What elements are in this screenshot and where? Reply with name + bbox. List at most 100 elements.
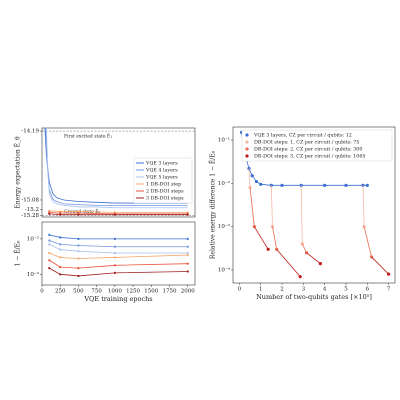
y-tick-label: 10⁻³: [27, 271, 39, 278]
data-point: [48, 209, 51, 212]
branch-line: [301, 243, 307, 253]
data-point: [250, 174, 254, 178]
data-point: [77, 266, 80, 270]
y-tick-label: -14.19: [21, 129, 39, 135]
x-tick-label: 4: [323, 287, 327, 293]
x-tick-label: 750: [91, 289, 102, 295]
data-point: [48, 259, 51, 262]
y-tick-label: 10⁻⁴: [218, 266, 231, 273]
data-point: [113, 211, 116, 214]
x-tick-label: 0: [238, 287, 242, 293]
data-point: [186, 237, 189, 241]
data-point: [259, 182, 263, 186]
branch-line: [276, 249, 301, 277]
y-axis-label: Energy expectation Ê_θ: [14, 136, 22, 209]
x-tick-label: 1000: [108, 289, 122, 295]
data-point: [77, 250, 80, 253]
right-frame: [232, 126, 396, 284]
data-point: [59, 236, 62, 239]
x-tick-label: 1750: [163, 289, 177, 295]
x-tick-label: 1250: [126, 289, 140, 295]
data-point: [59, 243, 62, 246]
data-point: [186, 211, 189, 214]
x-tick-label: 5: [344, 287, 348, 293]
data-point: [186, 253, 189, 257]
data-point: [186, 213, 189, 216]
branch-line: [306, 252, 321, 264]
data-point: [113, 251, 116, 255]
y-tick-label: -15.2: [25, 207, 39, 213]
branch-line: [371, 256, 389, 275]
data-point: [59, 213, 62, 216]
x-tick-label: 7: [387, 287, 391, 293]
data-point: [77, 212, 80, 215]
series-line: [49, 234, 188, 240]
legend-label: VQE 3 layers: [145, 161, 178, 167]
x-tick-label: 3: [302, 287, 306, 293]
reference-label: Ground state Ê₀: [64, 207, 101, 215]
data-point: [254, 179, 259, 184]
data-point: [186, 251, 189, 255]
data-point: [48, 266, 51, 270]
data-point: [270, 225, 275, 229]
data-point: [59, 248, 62, 251]
data-point: [48, 211, 51, 214]
data-point: [113, 245, 116, 248]
x-axis-label: VQE training epochs: [83, 295, 152, 303]
legend-marker: [245, 140, 249, 144]
x-tick-label: 1: [259, 287, 263, 293]
data-point: [77, 274, 80, 278]
y-axis-label: 1 − Ê/E₀: [14, 240, 22, 266]
series-line: [45, 127, 188, 209]
legend-label: DB-DOI steps: 2, CZ per circuit / qubits…: [254, 147, 362, 153]
x-tick-label: 2: [280, 287, 284, 293]
data-point: [186, 245, 189, 248]
data-point: [318, 262, 322, 266]
legend-marker: [245, 154, 249, 158]
branch-line: [362, 185, 365, 227]
data-point: [59, 273, 62, 276]
data-point: [59, 212, 62, 215]
data-point: [362, 225, 366, 229]
x-tick-label: 0: [40, 289, 44, 295]
data-point: [59, 266, 62, 269]
data-point: [48, 239, 51, 242]
data-point: [59, 256, 62, 259]
branch-line: [253, 226, 269, 250]
branch-line: [248, 168, 251, 188]
bottom-left-frame: [41, 221, 196, 286]
top-left-frame: [41, 127, 196, 218]
data-point: [266, 247, 270, 251]
x-tick-label: 250: [55, 289, 66, 295]
x-tick-label: 2000: [181, 289, 195, 295]
branch-line: [249, 187, 255, 227]
data-point: [298, 275, 302, 279]
series-line: [49, 252, 188, 259]
legend-label: DB-DOI steps: 3, CZ per circuit / qubits…: [254, 154, 365, 160]
series-line: [49, 244, 188, 254]
data-point: [113, 264, 116, 267]
data-point: [248, 185, 252, 190]
data-point: [361, 183, 365, 187]
y-tick-label: 10⁻¹: [218, 137, 230, 144]
data-point: [77, 213, 80, 216]
branch-line: [270, 185, 273, 227]
branch-line: [300, 185, 303, 244]
data-point: [113, 237, 116, 241]
data-point: [77, 237, 80, 241]
data-point: [77, 210, 80, 213]
legend-label: VQE 4 layers: [145, 168, 178, 174]
legend-marker: [245, 133, 249, 137]
x-axis-label: Number of two-qubits gates [×10⁵]: [256, 293, 372, 301]
legend-label: DB-DOI steps: 1, CZ per circuit / qubits…: [254, 140, 359, 146]
series-line: [49, 267, 188, 277]
y-tick-label: 10⁻²: [218, 180, 230, 187]
y-tick-label: -15.28: [21, 213, 39, 219]
data-point: [113, 256, 116, 259]
data-point: [113, 271, 116, 274]
reference-label: First excited state Ê₁: [64, 132, 112, 140]
y-axis-label: Relative energy difference 1 − Ê/E₀: [209, 150, 217, 259]
legend-label: VQE 3 layers, CZ per circuit / qubits: 1…: [253, 133, 352, 139]
data-point: [300, 242, 304, 246]
